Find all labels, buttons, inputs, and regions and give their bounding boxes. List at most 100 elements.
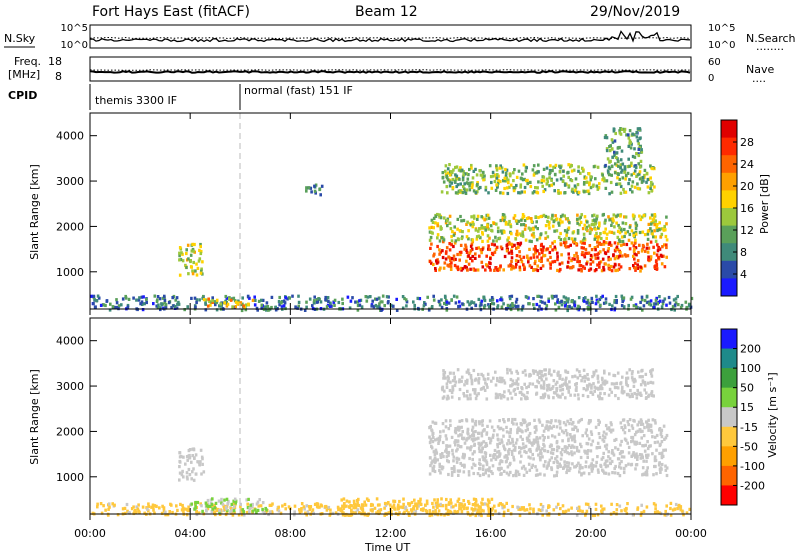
data-cell — [547, 461, 550, 465]
data-cell — [467, 229, 470, 233]
data-cell — [573, 434, 576, 438]
data-cell — [641, 375, 644, 379]
data-cell — [596, 256, 600, 260]
data-cell — [493, 221, 496, 226]
data-cell — [505, 459, 508, 463]
data-cell — [453, 383, 457, 388]
data-cell — [499, 229, 503, 233]
data-cell — [458, 387, 462, 392]
data-cell — [601, 173, 604, 177]
data-cell — [576, 217, 579, 221]
data-cell — [607, 426, 611, 430]
data-cell — [531, 168, 535, 172]
data-cell — [512, 458, 516, 462]
data-cell — [613, 225, 616, 229]
data-cell — [313, 502, 317, 506]
data-cell — [232, 501, 236, 505]
data-cell — [580, 246, 584, 250]
data-cell — [553, 259, 557, 264]
data-cell — [437, 441, 440, 445]
data-cell — [194, 269, 197, 273]
data-cell — [228, 297, 231, 301]
data-cell — [585, 384, 589, 388]
data-cell — [527, 226, 531, 230]
data-cell — [354, 511, 357, 515]
data-cell — [155, 504, 158, 508]
data-cell — [481, 176, 484, 180]
data-cell — [537, 170, 540, 174]
data-cell — [482, 385, 485, 389]
data-cell — [199, 251, 203, 256]
data-cell — [374, 303, 378, 308]
data-cell — [638, 146, 641, 150]
data-cell — [525, 386, 528, 390]
data-cell — [211, 300, 214, 304]
data-cell — [631, 513, 635, 517]
data-cell — [549, 245, 552, 249]
data-cell — [485, 383, 488, 387]
data-cell — [505, 501, 508, 505]
data-cell — [535, 391, 539, 395]
data-cell — [653, 229, 656, 233]
data-cell — [413, 303, 416, 308]
data-cell — [466, 389, 469, 393]
data-cell — [626, 376, 630, 380]
data-cell — [304, 511, 307, 515]
data-cell — [507, 178, 510, 182]
data-cell — [496, 442, 499, 447]
data-cell — [607, 472, 611, 476]
data-cell — [489, 268, 492, 272]
data-cell — [454, 239, 458, 243]
data-cell — [583, 215, 587, 219]
data-cell — [658, 511, 661, 515]
data-cell — [625, 371, 629, 375]
velocity-colorbar-tick-label: -50 — [740, 440, 758, 453]
data-cell — [356, 308, 360, 312]
data-cell — [351, 296, 354, 300]
data-cell — [654, 219, 657, 223]
data-cell — [539, 458, 542, 462]
data-cell — [357, 497, 360, 501]
data-cell — [623, 431, 627, 435]
data-cell — [261, 298, 265, 302]
data-cell — [647, 394, 650, 399]
data-cell — [190, 460, 193, 464]
data-cell — [619, 451, 623, 455]
data-cell — [504, 167, 507, 172]
data-cell — [284, 296, 287, 300]
data-cell — [577, 420, 580, 424]
data-cell — [576, 229, 580, 233]
data-cell — [520, 223, 523, 227]
data-cell — [576, 376, 580, 380]
data-cell — [502, 213, 506, 217]
data-cell — [190, 477, 193, 481]
data-cell — [645, 455, 648, 459]
data-cell — [555, 217, 559, 221]
data-cell — [603, 436, 606, 440]
data-cell — [656, 302, 659, 306]
data-cell — [449, 511, 453, 515]
data-cell — [520, 506, 524, 510]
data-cell — [237, 513, 241, 517]
data-cell — [259, 504, 263, 508]
data-cell — [456, 447, 459, 451]
data-cell — [479, 308, 483, 312]
data-cell — [591, 458, 595, 462]
data-cell — [516, 382, 520, 386]
data-cell — [534, 247, 537, 252]
data-cell — [641, 422, 645, 426]
data-cell — [536, 227, 539, 231]
data-cell — [422, 304, 426, 308]
data-cell — [554, 247, 557, 251]
data-cell — [451, 230, 454, 234]
data-cell — [630, 229, 634, 233]
data-cell — [570, 300, 573, 304]
data-cell — [383, 501, 387, 506]
data-cell — [596, 386, 600, 390]
data-cell — [647, 302, 651, 306]
data-cell — [446, 508, 450, 513]
data-cell — [635, 174, 638, 178]
data-cell — [604, 163, 607, 168]
data-cell — [655, 296, 658, 300]
data-cell — [433, 252, 436, 256]
